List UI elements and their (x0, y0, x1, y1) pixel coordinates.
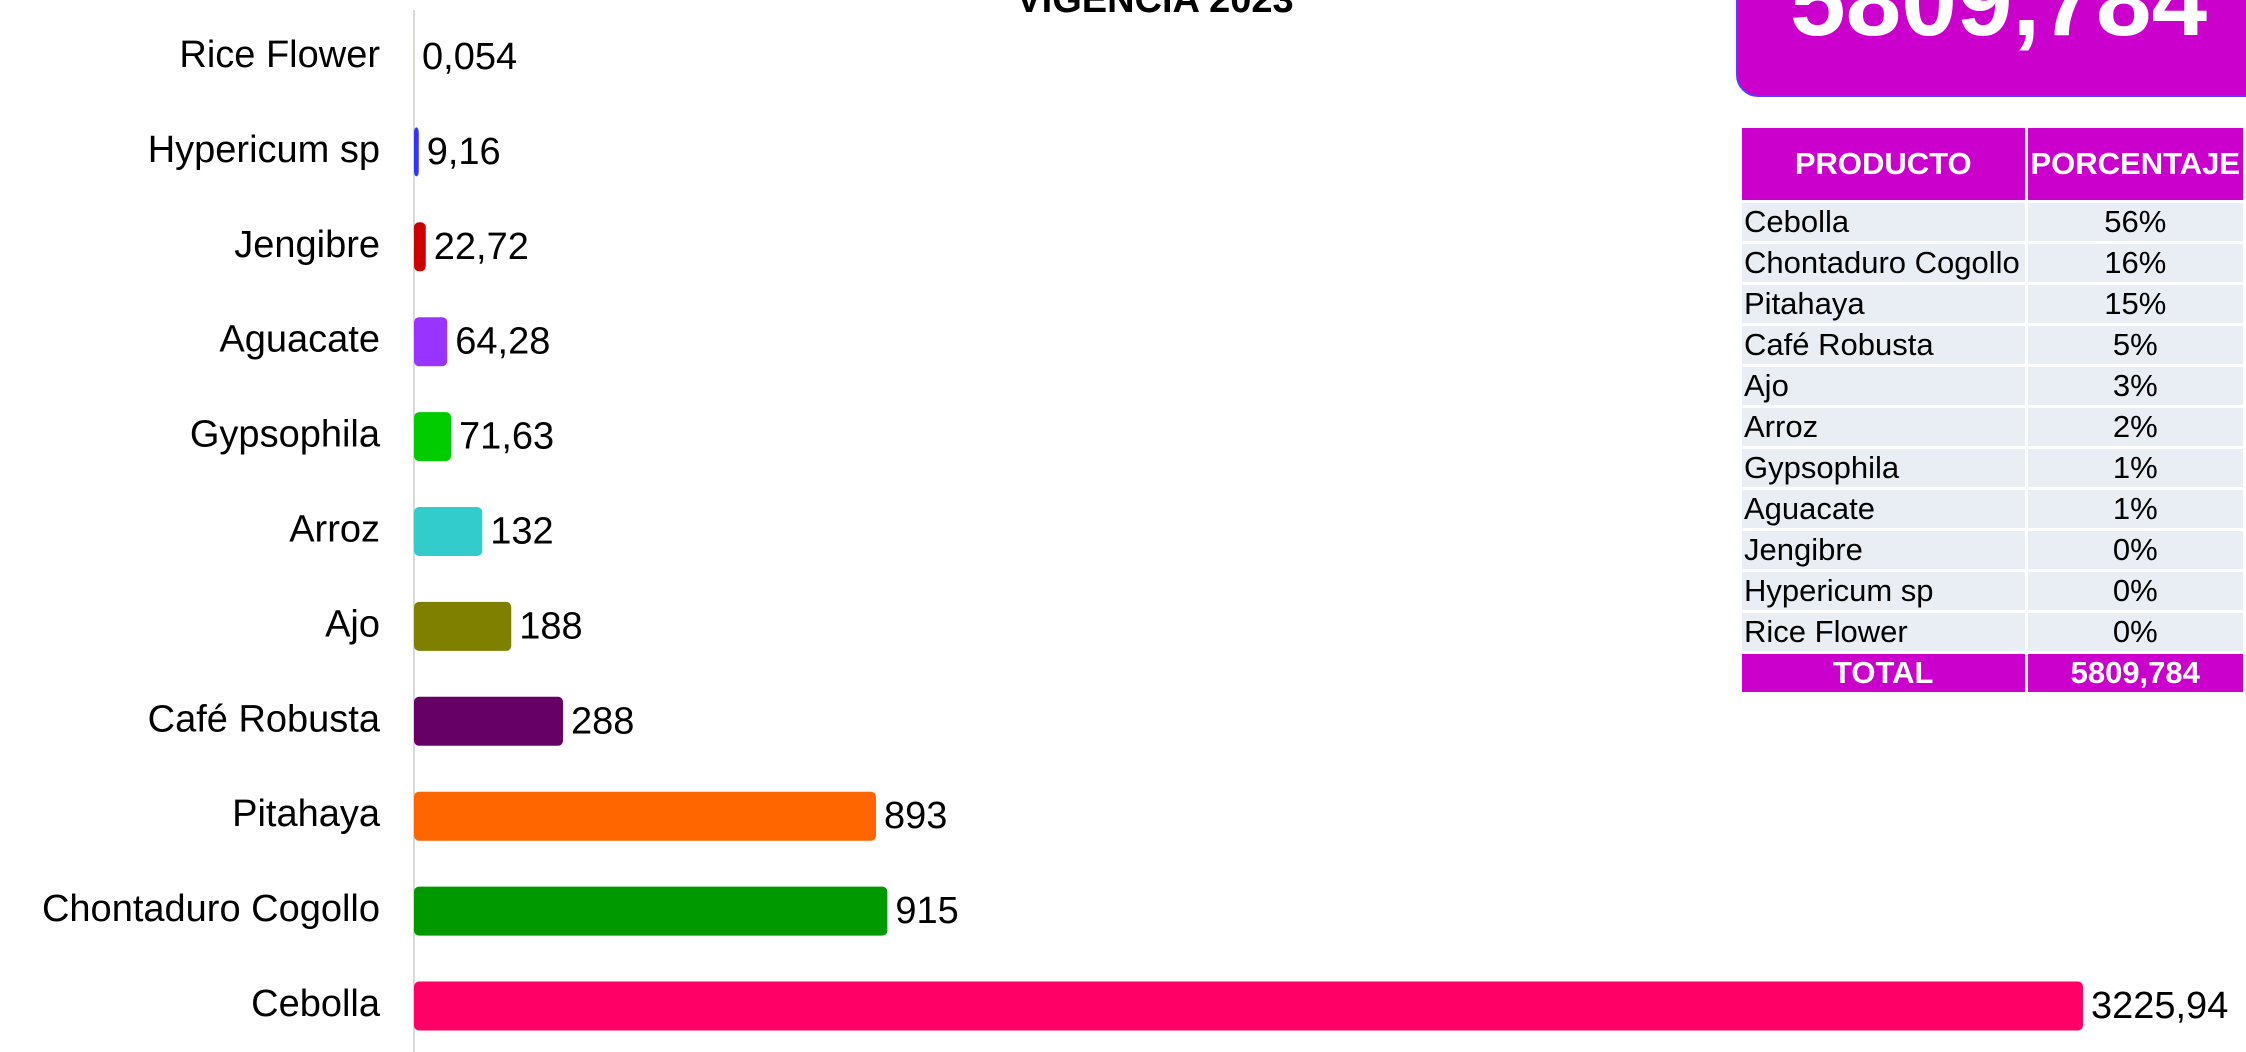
percent-cell: 1% (2024, 446, 2246, 490)
product-cell: Aguacate (1739, 487, 2028, 531)
percent-cell: 3% (2024, 364, 2246, 408)
percent-cell: 15% (2024, 282, 2246, 326)
product-cell: Arroz (1739, 405, 2028, 449)
product-cell: Cebolla (1739, 200, 2028, 244)
value-label: 9,16 (427, 131, 501, 173)
percent-table: PRODUCTO PORCENTAJE Cebolla 56% Chontaduro… (1739, 125, 2246, 695)
product-cell: Pitahaya (1739, 282, 2028, 326)
total-label: TOTAL (1739, 651, 2028, 695)
total-cell: 5809,784 (2024, 651, 2246, 695)
category-label: Cebolla (251, 983, 381, 1025)
bar (414, 222, 426, 272)
table-row: Aguacate 1% (1739, 487, 2246, 531)
percent-cell: 0% (2024, 569, 2246, 613)
percent-cell: 0% (2024, 528, 2246, 572)
table-row: Chontaduro Cogollo 16% (1739, 241, 2246, 285)
value-label: 64,28 (455, 321, 550, 363)
value-label: 288 (571, 700, 634, 742)
table-row: Gypsophila 1% (1739, 446, 2246, 490)
total-box: 5809,784 (1736, 0, 2246, 97)
header-cell: PRODUCTO (1739, 125, 2028, 203)
value-label: 0,054 (422, 36, 517, 78)
category-label: Pitahaya (232, 793, 381, 835)
bar (414, 791, 877, 841)
product-cell: Hypericum sp (1739, 569, 2028, 613)
bar (414, 601, 512, 651)
category-label: Ajo (325, 603, 380, 645)
chart-title: VIGENCIA 2023 (1016, 0, 1293, 21)
category-label: Hypericum sp (148, 129, 380, 171)
category-label: Café Robusta (148, 698, 381, 740)
bar (414, 507, 483, 556)
value-label: 71,63 (459, 416, 554, 458)
bar (414, 317, 448, 367)
percent-cell: 56% (2024, 200, 2246, 244)
percent-cell: 16% (2024, 241, 2246, 285)
table-row: Arroz 2% (1739, 405, 2246, 449)
value-label: 3225,94 (2091, 985, 2228, 1027)
total-row: TOTAL 5809,784 (1739, 651, 2246, 695)
value-label: 915 (895, 890, 958, 932)
table-row: Cebolla 56% (1739, 200, 2246, 244)
table-row: Hypericum sp 0% (1739, 569, 2246, 613)
product-cell: Jengibre (1739, 528, 2028, 572)
product-cell: Gypsophila (1739, 446, 2028, 490)
table-row: Café Robusta 5% (1739, 323, 2246, 367)
table-row: Rice Flower 0% (1739, 610, 2246, 654)
category-label: Aguacate (219, 319, 380, 361)
category-label: Jengibre (234, 224, 380, 266)
category-label: Rice Flower (179, 34, 380, 76)
percent-cell: 1% (2024, 487, 2246, 531)
category-label: Gypsophila (190, 414, 381, 456)
value-label: 188 (519, 605, 582, 647)
value-label: 22,72 (434, 226, 529, 268)
product-cell: Ajo (1739, 364, 2028, 408)
percent-cell: 2% (2024, 405, 2246, 449)
table-row: Ajo 3% (1739, 364, 2246, 408)
bar (414, 696, 563, 746)
value-label: 893 (884, 795, 947, 837)
value-label: 132 (490, 511, 553, 553)
bar (414, 127, 419, 177)
bar (414, 886, 888, 936)
product-cell: Chontaduro Cogollo (1739, 241, 2028, 285)
product-cell: Rice Flower (1739, 610, 2028, 654)
percent-cell: 5% (2024, 323, 2246, 367)
percent-cell: 0% (2024, 610, 2246, 654)
bar (414, 412, 452, 462)
category-label: Chontaduro Cogollo (42, 888, 380, 930)
total-value: 5809,784 (1790, 0, 2208, 57)
table-row: Jengibre 0% (1739, 528, 2246, 572)
product-cell: Café Robusta (1739, 323, 2028, 367)
header-cell: PORCENTAJE (2024, 125, 2246, 203)
header-row: PRODUCTO PORCENTAJE (1739, 125, 2246, 203)
bar (414, 981, 2083, 1031)
table-row: Pitahaya 15% (1739, 282, 2246, 326)
category-label: Arroz (289, 509, 380, 551)
